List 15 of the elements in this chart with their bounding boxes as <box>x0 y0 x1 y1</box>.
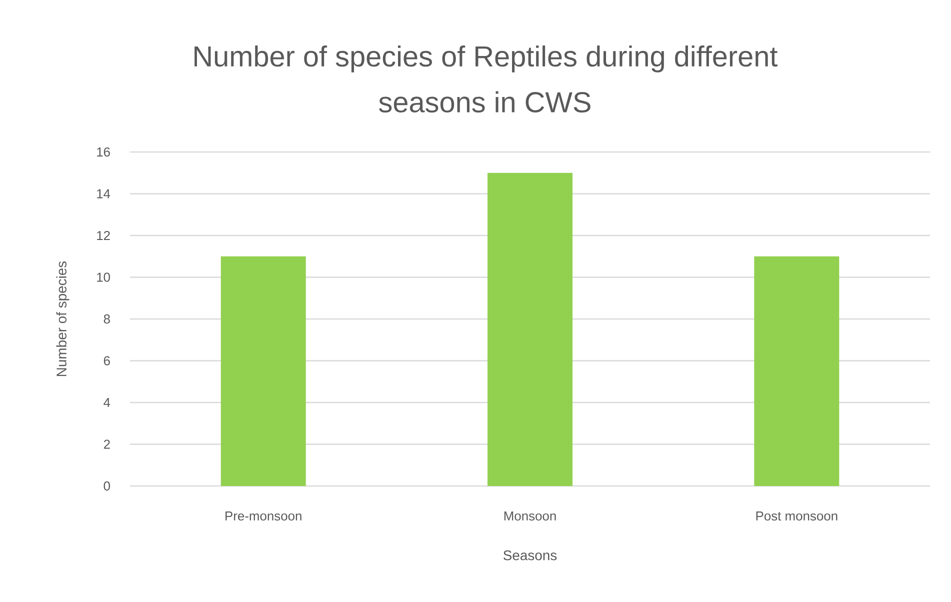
y-tick-label: 16 <box>97 147 110 157</box>
y-tick-label: 8 <box>104 314 110 324</box>
y-tick-label: 2 <box>104 440 110 449</box>
x-tick-label: Monsoon <box>504 512 556 521</box>
y-tick-label: 4 <box>104 398 110 407</box>
y-tick-label: 6 <box>104 356 110 366</box>
y-tick-label: 10 <box>97 272 110 282</box>
x-tick-label: Pre-monsoon <box>226 512 302 521</box>
x-axis-title: Seasons <box>504 550 557 560</box>
x-tick-label: Post monsoon <box>756 512 838 521</box>
y-axis-title: Number of species <box>56 261 70 376</box>
y-tick-label: 0 <box>104 481 110 491</box>
y-tick-label: 14 <box>97 189 110 198</box>
chart-title: Number of species of Reptiles during different seasons in CWS <box>194 45 778 113</box>
y-tick-label: 12 <box>97 230 110 240</box>
